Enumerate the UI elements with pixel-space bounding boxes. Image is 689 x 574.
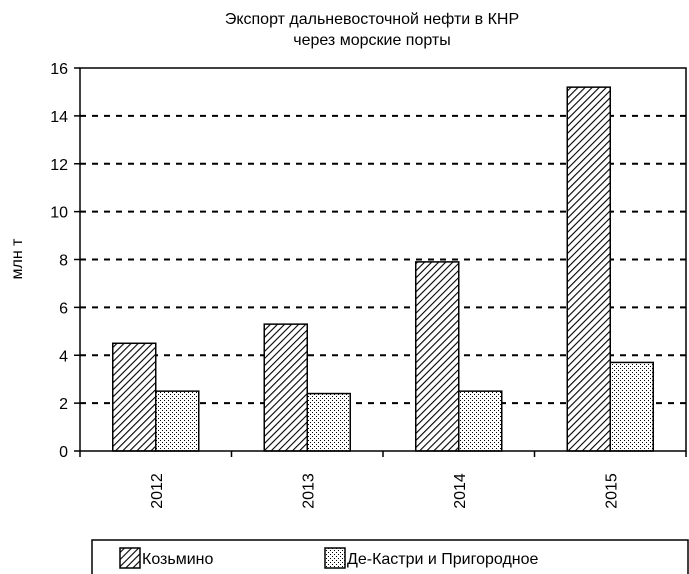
y-tick-label: 0 (59, 444, 68, 461)
bar-dekastri-2013 (306, 392, 351, 452)
legend-swatch-dekastri (324, 547, 346, 569)
bar-dekastri-2014 (458, 390, 503, 452)
y-axis-label: млн т (9, 238, 26, 280)
bar-kozmino-2012 (112, 342, 157, 452)
y-tick-label: 2 (59, 396, 68, 413)
legend: Козьмино Де-Кастри и Пригородное (91, 539, 689, 574)
chart-title: Экспорт дальневосточной нефти в КНР (225, 11, 519, 28)
y-tick-label: 4 (59, 348, 68, 365)
y-tick-label: 14 (50, 109, 68, 126)
bar-dekastri-2012 (155, 390, 200, 452)
y-tick-label: 6 (59, 300, 68, 317)
legend-swatch-kozmino (119, 547, 141, 569)
legend-frame (91, 539, 689, 574)
x-category-label: 2012 (149, 473, 166, 509)
legend-label-dekastri: Де-Кастри и Пригородное (347, 551, 539, 568)
bar-dekastri-2015 (609, 361, 654, 452)
x-axis-ticks: 2012 2013 2014 2015 (79, 451, 687, 509)
x-category-label: 2015 (603, 473, 620, 509)
bars (112, 86, 654, 452)
chart-subtitle: через морские порты (293, 32, 450, 49)
bar-kozmino-2014 (415, 261, 460, 452)
y-tick-label: 12 (50, 157, 68, 174)
bar-kozmino-2013 (263, 323, 308, 452)
gridlines (80, 114, 686, 405)
y-axis-ticks: 0 2 4 6 8 10 12 14 16 (50, 61, 80, 461)
y-tick-label: 16 (50, 61, 68, 78)
y-tick-label: 8 (59, 253, 68, 270)
x-category-label: 2013 (300, 473, 317, 509)
y-tick-label: 10 (50, 205, 68, 222)
bar-kozmino-2015 (566, 86, 611, 452)
legend-label-kozmino: Козьмино (142, 551, 213, 568)
x-category-label: 2014 (452, 473, 469, 509)
